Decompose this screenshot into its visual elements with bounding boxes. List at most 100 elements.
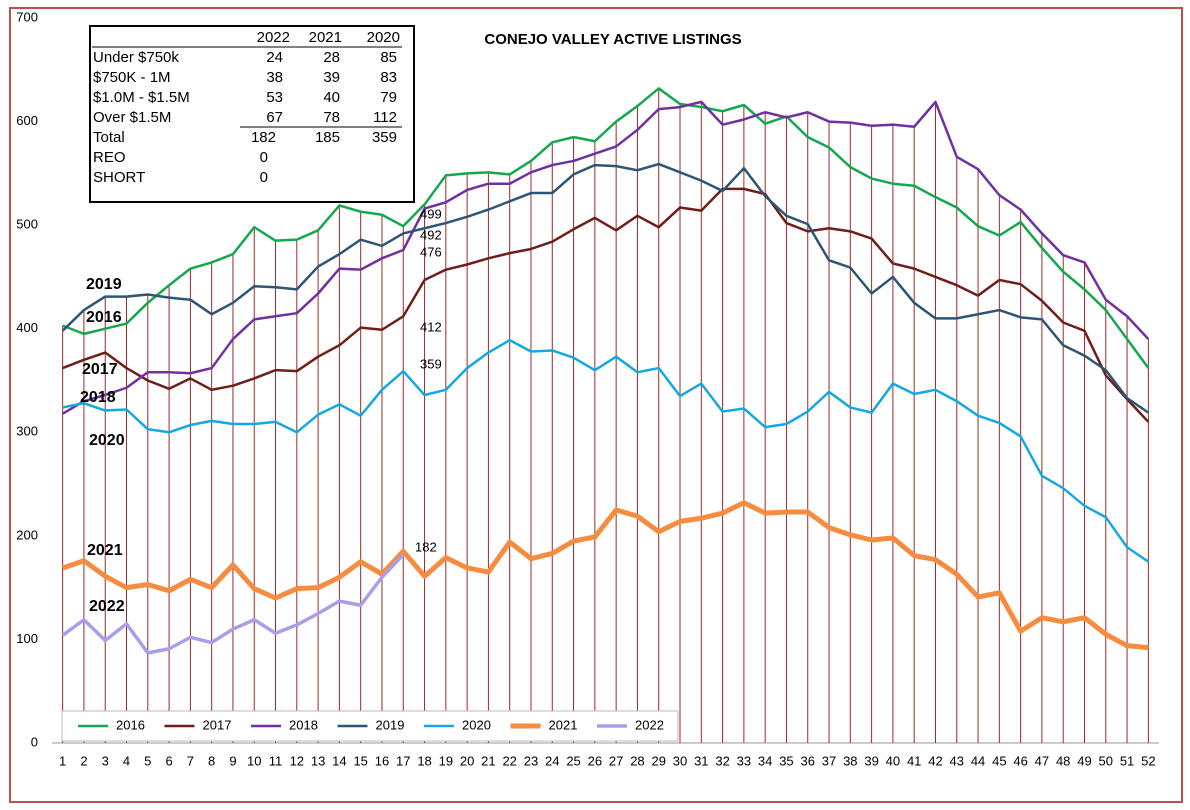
x-tick-label: 20 <box>460 753 474 768</box>
x-tick-label: 16 <box>375 753 389 768</box>
series-label: 2020 <box>89 432 125 449</box>
y-tick-label: 100 <box>16 631 38 646</box>
table-row-label: REO <box>93 149 126 166</box>
legend-box <box>61 710 679 742</box>
x-tick-label: 39 <box>864 753 878 768</box>
legend-label: 2016 <box>116 717 145 732</box>
table-cell: 185 <box>315 129 340 146</box>
x-tick-label: 21 <box>481 753 495 768</box>
x-tick-label: 24 <box>545 753 559 768</box>
x-tick-label: 36 <box>801 753 815 768</box>
x-tick-label: 9 <box>229 753 236 768</box>
x-tick-label: 37 <box>822 753 836 768</box>
x-tick-label: 25 <box>566 753 580 768</box>
legend-label: 2017 <box>203 717 232 732</box>
table-cell: 79 <box>380 89 397 106</box>
x-tick-label: 46 <box>1013 753 1027 768</box>
table-box <box>89 25 415 203</box>
x-tick-label: 13 <box>311 753 325 768</box>
x-tick-label: 47 <box>1035 753 1049 768</box>
y-tick-label: 700 <box>16 9 38 24</box>
x-tick-label: 7 <box>187 753 194 768</box>
table-cell: 0 <box>260 169 268 186</box>
x-tick-label: 51 <box>1120 753 1134 768</box>
data-label: 359 <box>420 356 442 371</box>
table-cell: 39 <box>323 69 340 86</box>
x-tick-label: 41 <box>907 753 921 768</box>
y-tick-label: 600 <box>16 113 38 128</box>
x-tick-label: 42 <box>928 753 942 768</box>
x-tick-label: 15 <box>353 753 367 768</box>
legend-label: 2018 <box>289 717 318 732</box>
table-cell: 78 <box>323 109 340 126</box>
y-tick-label: 200 <box>16 527 38 542</box>
series-line <box>61 162 1150 414</box>
series-label: 2017 <box>82 361 118 378</box>
series-line <box>62 187 1150 423</box>
table-row-label: $750K - 1M <box>93 69 171 86</box>
x-tick-label: 29 <box>651 753 665 768</box>
x-tick-label: 43 <box>950 753 964 768</box>
series-line <box>62 100 1150 415</box>
table-cell: 112 <box>373 109 397 126</box>
y-tick-label: 500 <box>16 217 38 232</box>
table-cell: 53 <box>266 89 283 106</box>
series-label: 2021 <box>87 542 123 559</box>
x-tick-label: 3 <box>102 753 109 768</box>
data-label: 182 <box>415 539 437 554</box>
x-tick-label: 35 <box>779 753 793 768</box>
table-row-label: Under $750k <box>93 49 179 66</box>
x-tick-label: 34 <box>758 753 772 768</box>
table-cell: 0 <box>260 149 268 166</box>
frame <box>9 7 1183 803</box>
x-tick-label: 40 <box>886 753 900 768</box>
x-tick-label: 38 <box>843 753 857 768</box>
x-tick-label: 32 <box>715 753 729 768</box>
data-label: 476 <box>420 244 442 259</box>
table-row-label: SHORT <box>93 169 145 186</box>
x-tick-label: 52 <box>1141 753 1155 768</box>
data-label: 499 <box>420 206 442 221</box>
series-line <box>62 338 1150 563</box>
x-tick-label: 18 <box>417 753 431 768</box>
legend-label: 2021 <box>549 717 578 732</box>
x-tick-label: 10 <box>247 753 261 768</box>
y-tick-label: 300 <box>16 424 38 439</box>
series-label: 2022 <box>89 598 125 615</box>
table-cell: 67 <box>266 109 283 126</box>
table-header: 2020 <box>367 29 400 46</box>
x-tick-label: 26 <box>588 753 602 768</box>
chart-title: CONEJO VALLEY ACTIVE LISTINGS <box>484 31 741 48</box>
y-tick-label: 400 <box>16 320 38 335</box>
x-tick-label: 6 <box>165 753 172 768</box>
x-tick-label: 17 <box>396 753 410 768</box>
table-cell: 24 <box>266 49 283 66</box>
x-tick-label: 19 <box>439 753 453 768</box>
x-tick-label: 48 <box>1056 753 1070 768</box>
series-line <box>61 500 1149 651</box>
x-tick-label: 31 <box>694 753 708 768</box>
x-tick-label: 12 <box>290 753 304 768</box>
legend-label: 2022 <box>635 717 664 732</box>
x-tick-label: 5 <box>144 753 151 768</box>
x-tick-label: 30 <box>673 753 687 768</box>
x-tick-label: 4 <box>123 753 130 768</box>
y-tick-label: 0 <box>31 734 38 749</box>
x-tick-label: 45 <box>992 753 1006 768</box>
data-label: 412 <box>420 319 442 334</box>
series-label: 2016 <box>86 309 122 326</box>
series-label: 2019 <box>86 276 122 293</box>
data-label: 492 <box>420 227 442 242</box>
table-cell: 85 <box>380 49 397 66</box>
x-tick-label: 11 <box>269 753 283 768</box>
table-cell: 182 <box>251 129 276 146</box>
table-cell: 28 <box>323 49 340 66</box>
x-tick-label: 33 <box>737 753 751 768</box>
x-tick-label: 2 <box>80 753 87 768</box>
x-tick-label: 49 <box>1077 753 1091 768</box>
table-cell: 83 <box>380 69 397 86</box>
legend-label: 2019 <box>376 717 405 732</box>
x-tick-label: 14 <box>332 753 346 768</box>
table-header: 2022 <box>257 29 290 46</box>
